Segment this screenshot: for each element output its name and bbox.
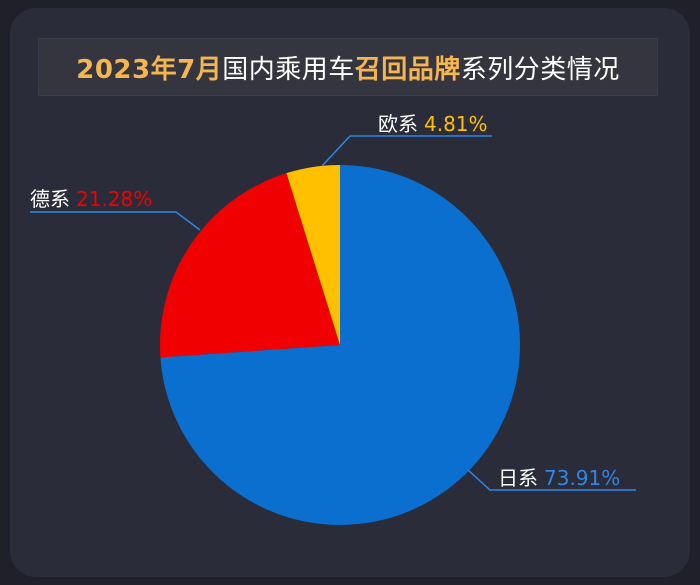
slice-percent: 73.91%	[544, 466, 621, 490]
chart-title: 2023年7月 国内乘用车 召回品牌 系列分类情况	[38, 38, 658, 96]
title-keyword: 召回品牌	[354, 54, 461, 85]
slice-percent: 4.81%	[424, 112, 488, 136]
leader-line-japanese	[467, 469, 636, 491]
pie-slice-german	[159, 173, 340, 358]
slice-label-japanese: 日系 73.91%	[498, 462, 620, 491]
slice-name: 欧系	[378, 112, 418, 136]
title-subject: 国内乘用车	[222, 54, 355, 85]
slice-label-german: 德系 21.28%	[30, 183, 152, 212]
slice-name: 日系	[498, 466, 538, 490]
slice-percent: 21.28%	[76, 187, 153, 211]
slice-label-european: 欧系 4.81%	[378, 108, 488, 137]
slice-name: 德系	[30, 187, 70, 211]
pie-slice-japanese	[160, 165, 520, 525]
leader-line-european	[321, 135, 492, 167]
pie-slice-european	[286, 165, 340, 345]
title-suffix: 系列分类情况	[460, 54, 620, 85]
leader-line-german	[30, 211, 201, 231]
title-date: 2023年7月	[76, 54, 223, 85]
